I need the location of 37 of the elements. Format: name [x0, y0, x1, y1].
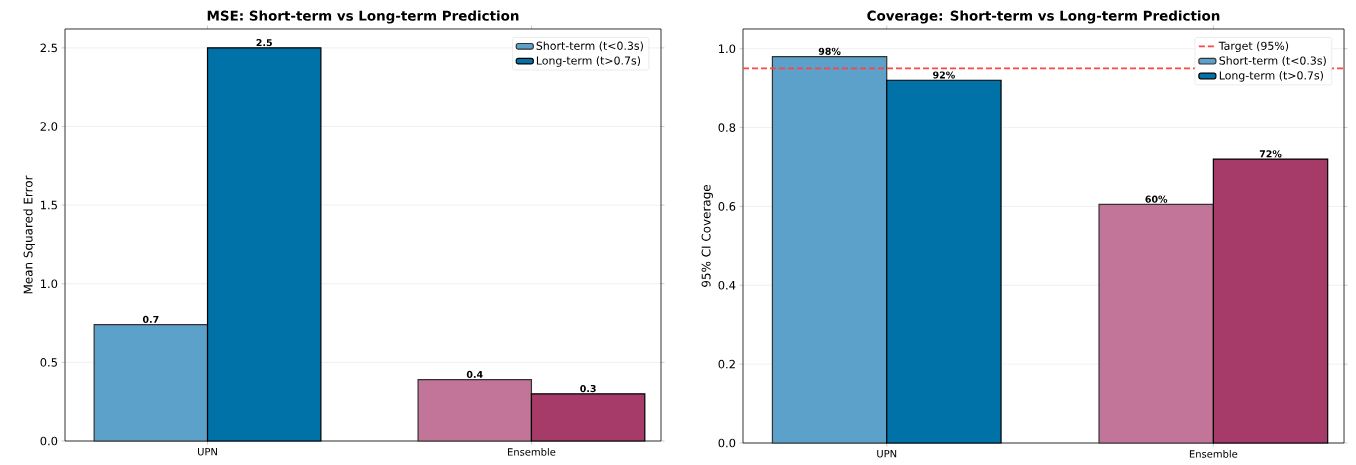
y-axis-title: Mean Squared Error [23, 175, 35, 294]
y-tick-label: 1.0 [41, 279, 58, 289]
y-tick-label: 1.5 [41, 200, 57, 210]
legend-label: Long-term (t>0.7s) [536, 56, 641, 67]
y-tick-label: 0.4 [718, 280, 736, 290]
data-label: 0.4 [466, 370, 483, 378]
legend-label: Short-term (t<0.3s) [1219, 56, 1326, 67]
data-label: 72% [1259, 150, 1282, 158]
data-label: 2.5 [256, 39, 272, 47]
data-label: 0.3 [580, 384, 596, 393]
y-axis-title: 95% CI Coverage [701, 184, 713, 287]
y-tick-label: 0.2 [718, 359, 735, 369]
chart-title: Coverage: Short-term vs Long-term Prediction [867, 10, 1220, 24]
x-tick-label: Ensemble [1189, 450, 1238, 458]
y-tick-label: 2.0 [40, 122, 58, 131]
x-tick-label: UPN [198, 448, 217, 456]
data-label: 98% [818, 47, 841, 55]
y-tick-label: 1.0 [719, 44, 736, 54]
y-tick-label: 0.6 [718, 202, 736, 211]
y-tick-label: 0.0 [40, 436, 58, 446]
data-label: 92% [933, 71, 955, 79]
bar [417, 379, 533, 442]
x-tick-label: Ensemble [508, 448, 556, 456]
x-tick-label: UPN [877, 450, 897, 458]
bar [771, 55, 888, 444]
legend-label: Long-term (t>0.7s) [1219, 71, 1323, 82]
y-tick-label: 0.5 [40, 358, 57, 367]
y-tick-label: 2.5 [40, 43, 57, 53]
data-label: 0.7 [142, 315, 159, 323]
chart-title: MSE: Short-term vs Long-term Prediction [207, 10, 519, 24]
data-label: 60% [1145, 195, 1168, 203]
y-tick-label: 0.0 [718, 438, 736, 448]
legend-label: Target (95%) [1218, 41, 1289, 53]
legend-label: Short-term (t<0.3s) [536, 41, 643, 52]
y-tick-label: 0.8 [718, 123, 736, 132]
bar [1098, 203, 1214, 444]
bar [93, 324, 209, 442]
